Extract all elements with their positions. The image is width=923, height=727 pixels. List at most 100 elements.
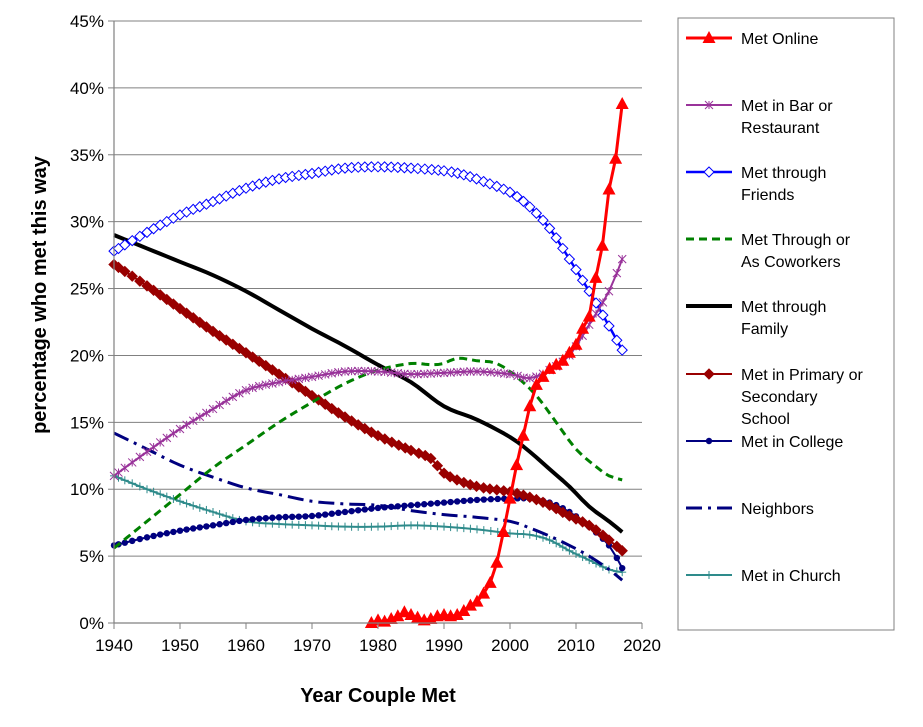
data-point [562, 345, 576, 358]
data-point [368, 505, 375, 512]
data-point [467, 497, 474, 504]
legend-label: Met through [741, 299, 826, 316]
data-point [556, 353, 570, 366]
legend-label: Met in Bar or [741, 98, 833, 115]
data-point [374, 504, 382, 512]
data-point [289, 513, 296, 521]
data-point [135, 482, 144, 491]
data-point [215, 510, 224, 519]
data-point [176, 497, 184, 506]
data-point [381, 504, 388, 511]
data-point [490, 555, 504, 568]
data-point [154, 289, 166, 301]
data-point [156, 490, 165, 499]
series-line [113, 233, 624, 534]
data-point [335, 509, 342, 517]
data-point [486, 367, 496, 377]
data-point [616, 545, 628, 557]
data-point [162, 492, 171, 501]
data-point [427, 500, 434, 507]
legend-marker [703, 166, 715, 178]
data-point [394, 503, 401, 510]
data-point [208, 404, 218, 414]
data-point [391, 609, 405, 622]
legend-item-1: Met in Bar or Restaurant [686, 98, 833, 137]
series-line [113, 474, 623, 574]
series-line [113, 356, 623, 550]
data-point [457, 603, 471, 616]
data-point [602, 182, 616, 195]
data-point [182, 420, 191, 430]
data-point [537, 214, 549, 226]
data-point [188, 416, 198, 426]
data-point [434, 499, 441, 507]
data-point [421, 501, 428, 508]
data-point [510, 458, 524, 471]
y-axis-title: percentage who met this way [29, 155, 51, 434]
data-point [459, 524, 468, 533]
data-point [143, 485, 151, 494]
data-point [565, 546, 574, 555]
legend-item-3: Met Through or As Coworkers [686, 232, 851, 271]
data-point [484, 483, 496, 495]
legend-label: Met Online [741, 31, 818, 48]
legend-label: Met in Church [741, 568, 841, 585]
data-point [466, 524, 475, 533]
data-point [355, 507, 362, 514]
legend-item-0: Met Online [686, 31, 818, 48]
data-point [504, 186, 516, 198]
data-point [545, 536, 554, 545]
data-point [425, 452, 437, 465]
axes [108, 20, 643, 629]
data-point [155, 438, 165, 447]
series-layer [108, 96, 629, 628]
data-point [163, 530, 170, 537]
legend-label: Secondary [741, 389, 818, 406]
data-point [513, 371, 522, 381]
data-point [519, 530, 528, 539]
data-point [319, 398, 331, 410]
data-point [543, 361, 557, 374]
data-point [175, 424, 185, 434]
y-tick-label: 30% [70, 213, 104, 232]
data-point [463, 598, 477, 611]
data-point [480, 496, 488, 503]
data-point [315, 512, 322, 519]
data-point [120, 463, 130, 473]
x-tick-label: 2000 [491, 636, 529, 655]
y-tick-label: 20% [70, 346, 104, 365]
data-point [341, 508, 349, 516]
data-point [454, 498, 461, 505]
data-point [207, 325, 219, 338]
data-point [576, 274, 589, 286]
data-point [253, 355, 265, 368]
data-point [227, 338, 239, 350]
data-point [419, 369, 429, 379]
series-0 [364, 96, 629, 628]
data-point [603, 320, 615, 332]
data-point [523, 399, 537, 412]
data-point [543, 222, 556, 235]
data-point [616, 344, 628, 356]
tick-labels: 0% 5% 10% 15% 20% 25% 30% 35% 40% 45% 1940 1950 1960… [70, 12, 661, 655]
data-point [470, 594, 484, 607]
data-point [516, 428, 530, 441]
legend-marker [705, 437, 713, 445]
data-point [590, 524, 602, 536]
series-6 [110, 495, 626, 572]
data-point [440, 499, 448, 506]
data-point [563, 253, 576, 265]
legend-label: Met in Primary or [741, 367, 863, 384]
data-point [194, 316, 206, 329]
data-point [248, 383, 257, 393]
data-point [347, 366, 356, 376]
data-point [412, 162, 424, 175]
y-tick-label: 10% [70, 480, 104, 499]
data-point [241, 385, 251, 395]
data-point [233, 342, 246, 355]
data-point [221, 396, 231, 406]
data-point [157, 531, 164, 538]
x-tick-label: 1960 [227, 636, 265, 655]
data-point [367, 366, 376, 376]
data-point [524, 201, 536, 213]
